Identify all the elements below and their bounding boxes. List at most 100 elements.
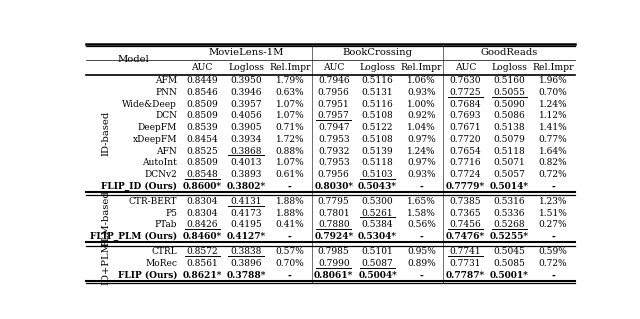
Text: 0.5057: 0.5057: [493, 170, 525, 179]
Text: 0.4056: 0.4056: [230, 111, 262, 120]
Text: 0.7953: 0.7953: [318, 158, 349, 167]
Text: 0.5014*: 0.5014*: [490, 182, 529, 191]
Text: P5: P5: [165, 209, 177, 218]
Text: 0.61%: 0.61%: [275, 170, 304, 179]
Text: GoodReads: GoodReads: [481, 48, 538, 56]
Text: 0.8509: 0.8509: [186, 100, 218, 109]
Text: 0.63%: 0.63%: [276, 88, 304, 97]
Text: 0.5085: 0.5085: [493, 259, 525, 268]
Text: -: -: [288, 182, 292, 191]
Text: 0.5071: 0.5071: [493, 158, 525, 167]
Text: 0.72%: 0.72%: [539, 170, 568, 179]
Text: 0.3838: 0.3838: [230, 247, 262, 256]
Text: PLM-based: PLM-based: [102, 190, 111, 247]
Text: 0.7990: 0.7990: [318, 259, 349, 268]
Text: 0.8460*: 0.8460*: [182, 232, 221, 241]
Text: 0.8426: 0.8426: [186, 220, 218, 229]
Text: 0.4013: 0.4013: [230, 158, 262, 167]
Text: 0.93%: 0.93%: [407, 88, 436, 97]
Text: CTR-BERT: CTR-BERT: [129, 197, 177, 206]
Text: 0.5118: 0.5118: [362, 158, 394, 167]
Text: 0.5255*: 0.5255*: [490, 232, 529, 241]
Text: 0.7880: 0.7880: [318, 220, 349, 229]
Text: 0.7985: 0.7985: [318, 247, 349, 256]
Text: MoRec: MoRec: [145, 259, 177, 268]
Text: 1.07%: 1.07%: [275, 111, 304, 120]
Text: 0.59%: 0.59%: [539, 247, 568, 256]
Text: 0.5086: 0.5086: [493, 111, 525, 120]
Text: -: -: [420, 271, 423, 279]
Text: 1.00%: 1.00%: [407, 100, 436, 109]
Text: 1.06%: 1.06%: [407, 76, 436, 85]
Text: 0.72%: 0.72%: [539, 259, 568, 268]
Text: 0.8304: 0.8304: [186, 209, 218, 218]
Text: 0.89%: 0.89%: [407, 259, 436, 268]
Text: 0.3946: 0.3946: [230, 88, 262, 97]
Text: 0.41%: 0.41%: [275, 220, 304, 229]
Text: 0.5043*: 0.5043*: [358, 182, 397, 191]
Text: 0.5045: 0.5045: [493, 247, 525, 256]
Text: -: -: [551, 271, 555, 279]
Text: 0.7725: 0.7725: [449, 88, 481, 97]
Text: 0.8061*: 0.8061*: [314, 271, 353, 279]
Text: 0.7724: 0.7724: [449, 170, 481, 179]
Text: -: -: [420, 232, 423, 241]
Text: AFM: AFM: [155, 76, 177, 85]
Text: BookCrossing: BookCrossing: [342, 48, 413, 56]
Text: 0.4131: 0.4131: [230, 197, 262, 206]
Text: 0.7951: 0.7951: [318, 100, 349, 109]
Text: 0.5079: 0.5079: [493, 135, 525, 144]
Text: 0.95%: 0.95%: [407, 247, 436, 256]
Text: Rel.Impr: Rel.Impr: [401, 63, 442, 72]
Text: 0.5336: 0.5336: [493, 209, 525, 218]
Text: 0.5055: 0.5055: [493, 88, 525, 97]
Text: CTRL: CTRL: [152, 247, 177, 256]
Text: 0.97%: 0.97%: [407, 135, 436, 144]
Text: 0.5300: 0.5300: [362, 197, 394, 206]
Text: 0.71%: 0.71%: [275, 123, 304, 132]
Text: 1.96%: 1.96%: [539, 76, 568, 85]
Text: ID-based: ID-based: [102, 111, 111, 156]
Text: DeepFM: DeepFM: [138, 123, 177, 132]
Text: PTab: PTab: [155, 220, 177, 229]
Text: 1.88%: 1.88%: [275, 197, 304, 206]
Text: 1.07%: 1.07%: [275, 158, 304, 167]
Text: 0.7957: 0.7957: [318, 111, 349, 120]
Text: 0.5138: 0.5138: [493, 123, 525, 132]
Text: 0.7801: 0.7801: [318, 209, 349, 218]
Text: Wide&Deep: Wide&Deep: [122, 100, 177, 109]
Text: 0.3896: 0.3896: [230, 259, 262, 268]
Text: 0.8546: 0.8546: [186, 88, 218, 97]
Text: 0.8621*: 0.8621*: [182, 271, 222, 279]
Text: 0.5304*: 0.5304*: [358, 232, 397, 241]
Text: 0.8509: 0.8509: [186, 158, 218, 167]
Text: 1.24%: 1.24%: [407, 146, 436, 156]
Text: 0.7956: 0.7956: [318, 170, 349, 179]
Text: xDeepFM: xDeepFM: [132, 135, 177, 144]
Text: 1.23%: 1.23%: [539, 197, 567, 206]
Text: 0.7716: 0.7716: [449, 158, 481, 167]
Text: Rel.Impr: Rel.Impr: [532, 63, 574, 72]
Text: AUC: AUC: [454, 63, 476, 72]
Text: 0.3893: 0.3893: [230, 170, 262, 179]
Text: 0.5139: 0.5139: [362, 146, 394, 156]
Text: 0.4173: 0.4173: [230, 209, 262, 218]
Text: 1.04%: 1.04%: [407, 123, 436, 132]
Text: 0.5101: 0.5101: [362, 247, 394, 256]
Text: 0.8572: 0.8572: [186, 247, 218, 256]
Text: 0.5118: 0.5118: [493, 146, 525, 156]
Text: -: -: [288, 232, 292, 241]
Text: Logloss: Logloss: [360, 63, 396, 72]
Text: 0.7787*: 0.7787*: [446, 271, 485, 279]
Text: 0.7947: 0.7947: [318, 123, 349, 132]
Text: 0.5116: 0.5116: [362, 100, 394, 109]
Text: 0.5316: 0.5316: [493, 197, 525, 206]
Text: 1.51%: 1.51%: [539, 209, 568, 218]
Text: 0.3788*: 0.3788*: [227, 271, 266, 279]
Text: 0.7476*: 0.7476*: [446, 232, 485, 241]
Text: 1.07%: 1.07%: [275, 100, 304, 109]
Text: 0.7779*: 0.7779*: [446, 182, 485, 191]
Text: 0.7385: 0.7385: [449, 197, 481, 206]
Text: 1.64%: 1.64%: [539, 146, 568, 156]
Text: Rel.Impr: Rel.Impr: [269, 63, 310, 72]
